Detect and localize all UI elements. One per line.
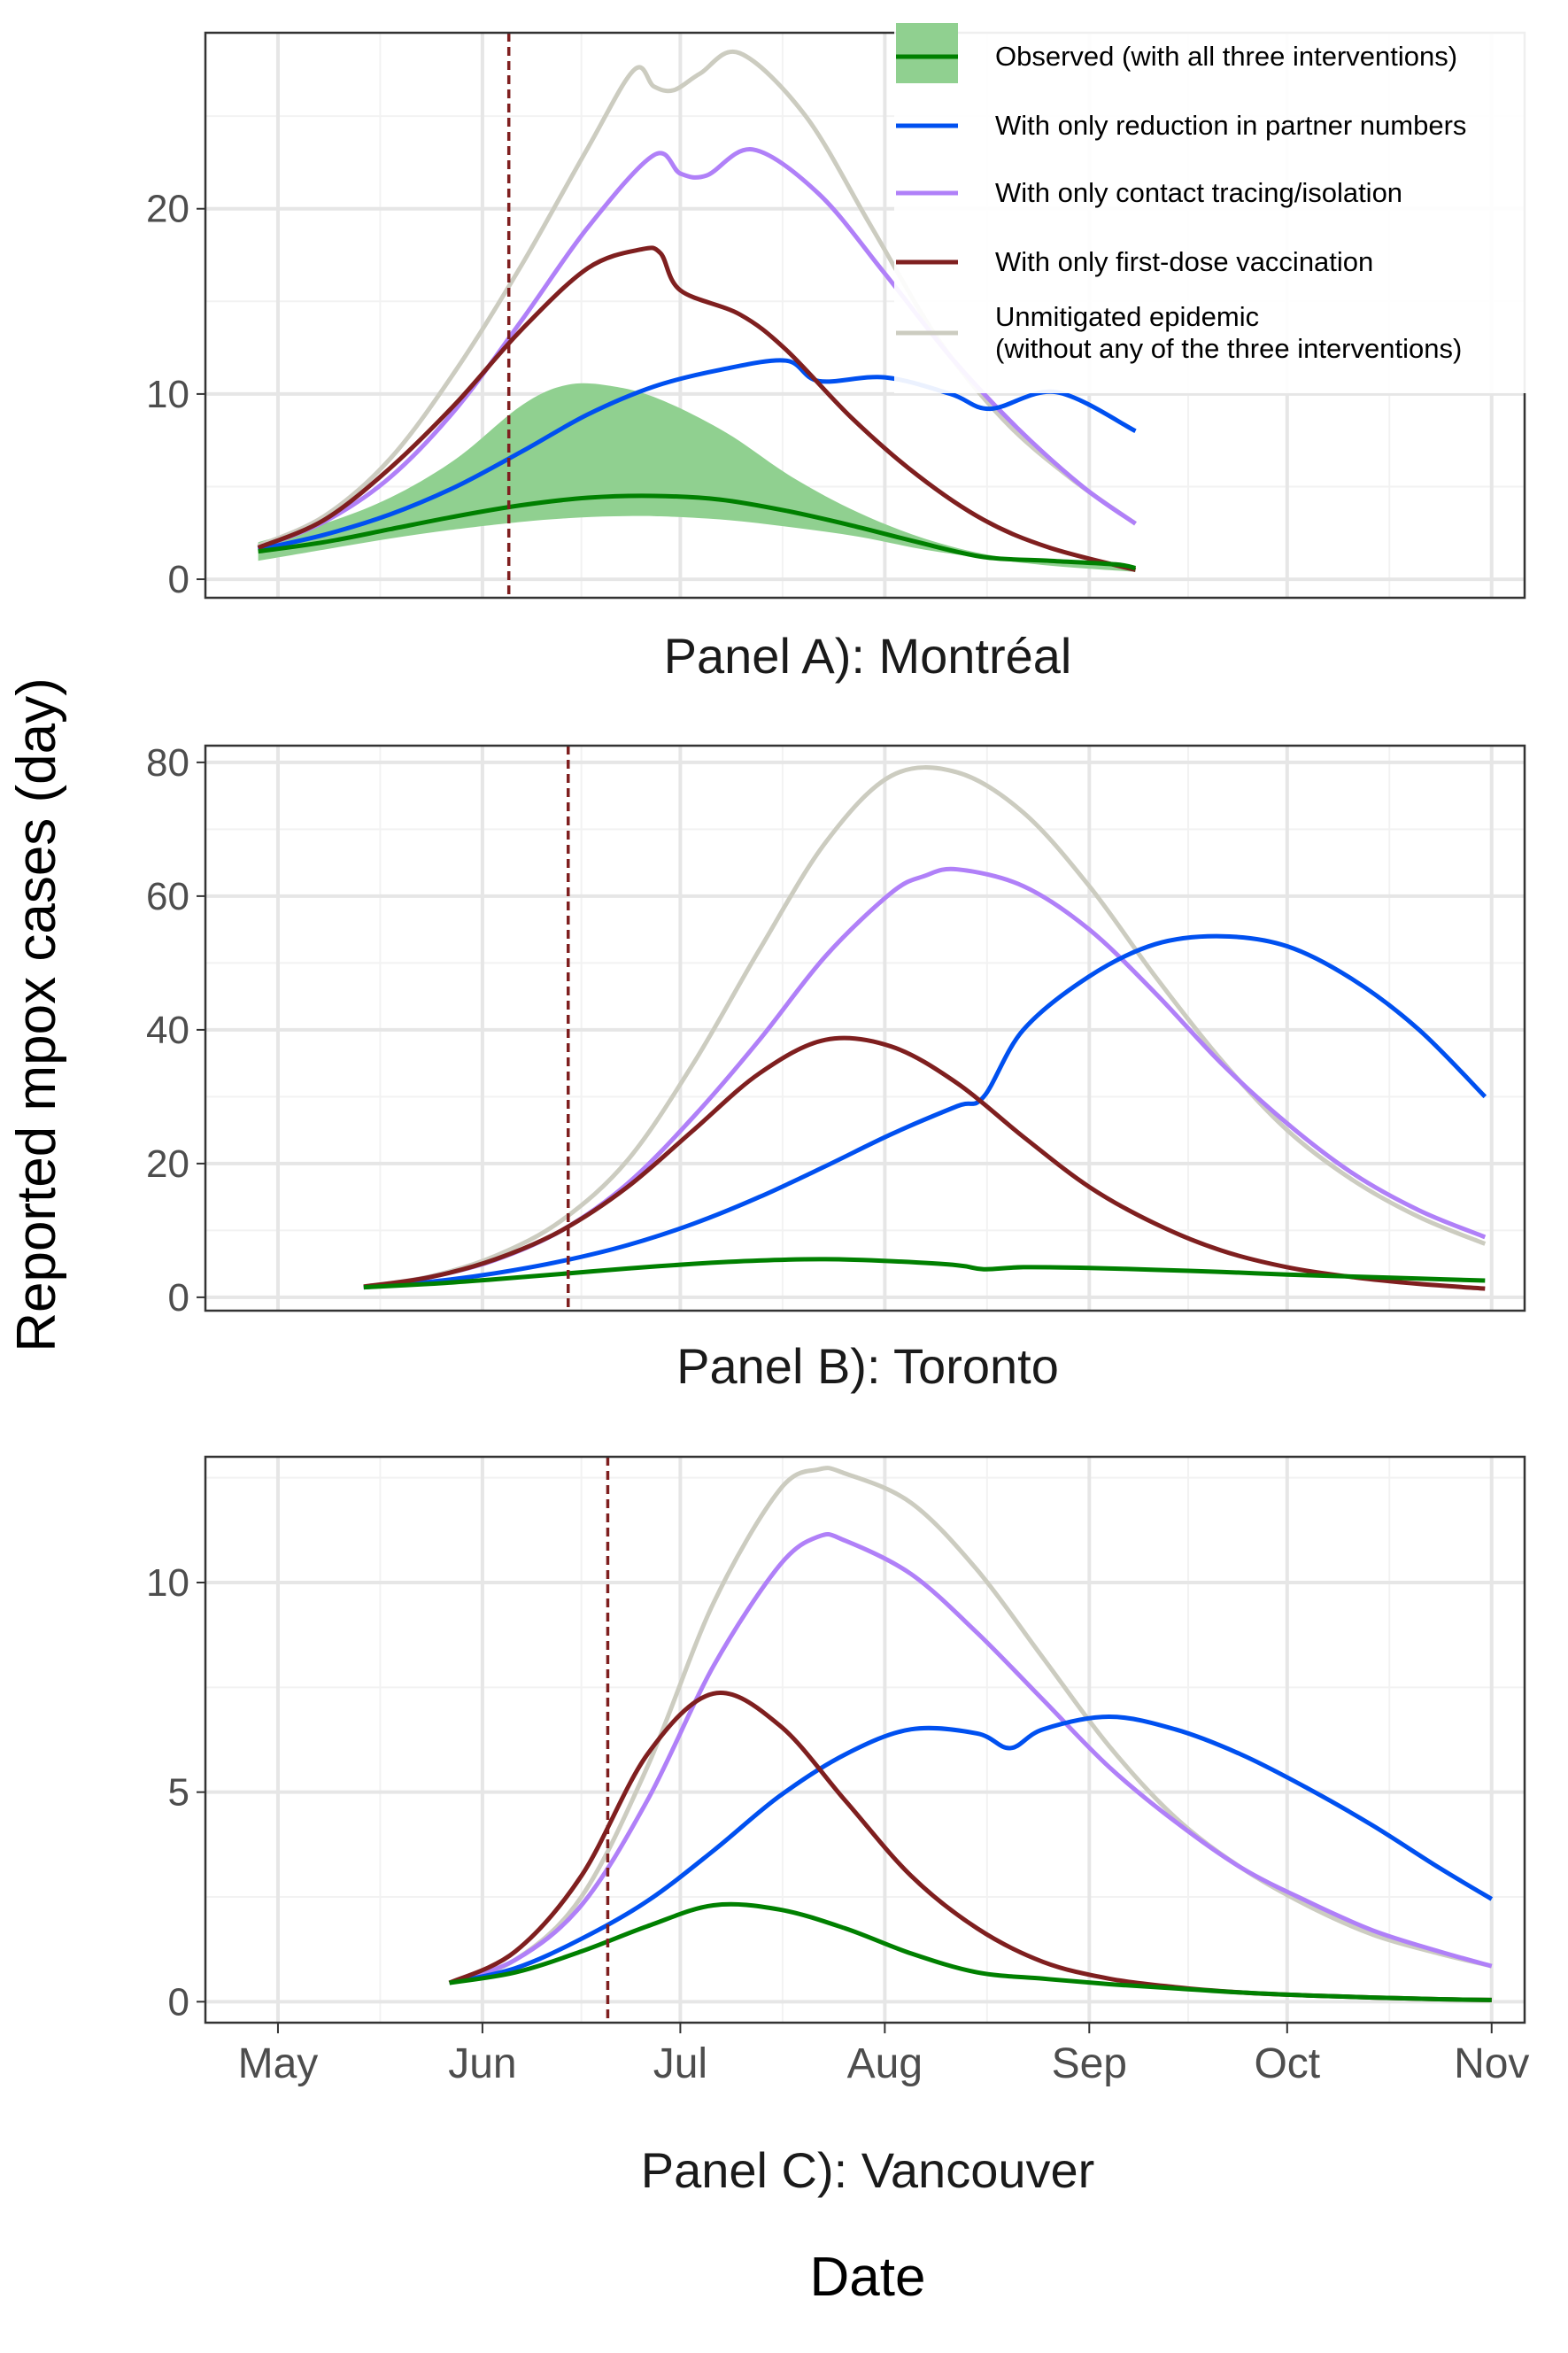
- y-tick-label: 60: [146, 875, 189, 918]
- legend-label: Unmitigated epidemic: [995, 301, 1259, 332]
- x-tick-label: Aug: [847, 2040, 923, 2087]
- y-tick-label: 0: [168, 558, 189, 601]
- panel-3: 0 5 10 May Jun Jul Aug Sep Oct Nov Panel C): Vanco…: [146, 1455, 1529, 2198]
- y-tick-label: 20: [146, 188, 189, 231]
- y-tick-label: 20: [146, 1142, 189, 1186]
- y-tick-label: 40: [146, 1009, 189, 1052]
- legend-label: (without any of the three interventions): [995, 333, 1462, 364]
- y-tick-label: 10: [146, 1561, 189, 1605]
- x-tick-label: Jun: [448, 2040, 516, 2087]
- series-line-tracing: [257, 147, 1137, 550]
- panel-title: Panel B): Toronto: [676, 1338, 1059, 1394]
- observed-uncertainty-band: [258, 383, 1136, 572]
- series-line-partners: [363, 933, 1487, 1290]
- y-axis-title: Reported mpox cases (day): [6, 677, 67, 1352]
- y-tick-label: 80: [146, 741, 189, 785]
- series-line-vaccination: [257, 245, 1137, 573]
- legend-background: [894, 19, 1528, 393]
- series-line-partners: [258, 358, 1137, 553]
- x-tick-label: Jul: [653, 2040, 707, 2087]
- y-tick-label: 0: [168, 1276, 189, 1320]
- series-line-observed: [258, 493, 1137, 570]
- legend-label: With only reduction in partner numbers: [995, 110, 1466, 141]
- x-axis-title: Date: [810, 2247, 926, 2308]
- y-tick-label: 5: [168, 1771, 189, 1815]
- legend-label: With only first-dose vaccination: [995, 246, 1373, 277]
- series-line-observed: [363, 1257, 1486, 1290]
- series-line-vaccination: [363, 1035, 1486, 1291]
- x-tick-label: May: [238, 2040, 319, 2087]
- x-tick-label: Nov: [1454, 2040, 1529, 2087]
- legend: Observed (with all three interventions) W…: [894, 19, 1528, 393]
- panel-title: Panel A): Montréal: [664, 628, 1072, 684]
- legend-label: With only contact tracing/isolation: [995, 177, 1402, 208]
- series-line-observed: [449, 1901, 1492, 2002]
- legend-key-band: [896, 23, 958, 83]
- series-line-unmitigated: [448, 1466, 1493, 1985]
- x-tick-label: Sep: [1052, 2040, 1127, 2087]
- panel-border: [204, 1455, 1526, 2024]
- panel-2: 0 20 40 60 80 Panel B): Toronto: [146, 741, 1526, 1394]
- x-tick-label: Oct: [1254, 2040, 1320, 2087]
- legend-label: Observed (with all three interventions): [995, 41, 1457, 72]
- panel-title: Panel C): Vancouver: [641, 2142, 1095, 2198]
- series-line-unmitigated: [363, 765, 1487, 1289]
- panel-border: [204, 744, 1526, 1312]
- series-line-tracing: [448, 1531, 1493, 1985]
- y-tick-label: 10: [146, 373, 189, 416]
- y-tick-label: 0: [168, 1980, 189, 2024]
- series-line-partners: [449, 1714, 1494, 1985]
